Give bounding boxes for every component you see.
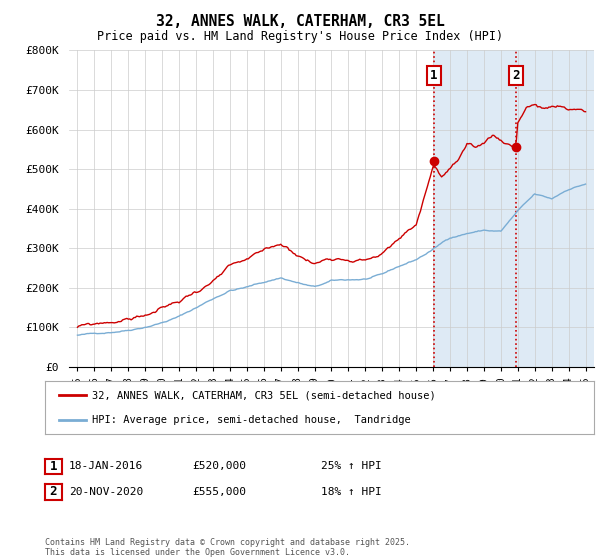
Text: 18-JAN-2016: 18-JAN-2016 — [69, 461, 143, 472]
Text: 32, ANNES WALK, CATERHAM, CR3 5EL: 32, ANNES WALK, CATERHAM, CR3 5EL — [155, 14, 445, 29]
Text: 25% ↑ HPI: 25% ↑ HPI — [321, 461, 382, 472]
Text: 2: 2 — [50, 485, 57, 498]
Text: Contains HM Land Registry data © Crown copyright and database right 2025.
This d: Contains HM Land Registry data © Crown c… — [45, 538, 410, 557]
Text: Price paid vs. HM Land Registry's House Price Index (HPI): Price paid vs. HM Land Registry's House … — [97, 30, 503, 43]
Text: £555,000: £555,000 — [192, 487, 246, 497]
Text: HPI: Average price, semi-detached house,  Tandridge: HPI: Average price, semi-detached house,… — [92, 414, 410, 424]
Text: 1: 1 — [430, 69, 437, 82]
Text: 1: 1 — [50, 460, 57, 473]
Text: 18% ↑ HPI: 18% ↑ HPI — [321, 487, 382, 497]
Text: £520,000: £520,000 — [192, 461, 246, 472]
Text: 20-NOV-2020: 20-NOV-2020 — [69, 487, 143, 497]
Text: 32, ANNES WALK, CATERHAM, CR3 5EL (semi-detached house): 32, ANNES WALK, CATERHAM, CR3 5EL (semi-… — [92, 390, 436, 400]
Bar — [434, 50, 600, 367]
Text: 2: 2 — [512, 69, 520, 82]
